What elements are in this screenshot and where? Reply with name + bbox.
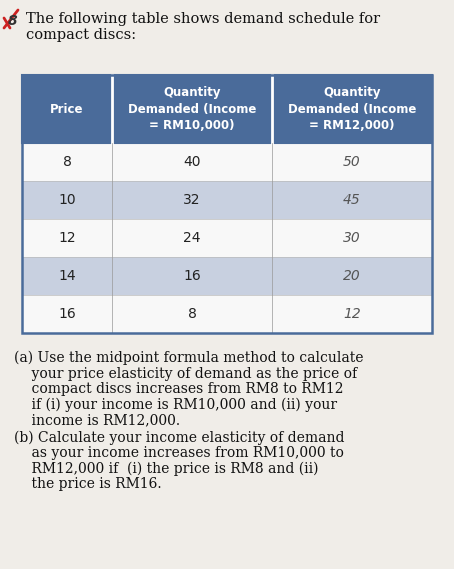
Text: 30: 30 bbox=[343, 231, 361, 245]
Text: income is RM12,000.: income is RM12,000. bbox=[14, 413, 180, 427]
Bar bbox=[22, 295, 432, 333]
Text: 16: 16 bbox=[183, 269, 201, 283]
Bar bbox=[22, 75, 432, 333]
Text: 14: 14 bbox=[58, 269, 76, 283]
Text: 45: 45 bbox=[343, 193, 361, 207]
Text: 8: 8 bbox=[63, 155, 72, 169]
Text: your price elasticity of demand as the price of: your price elasticity of demand as the p… bbox=[14, 366, 357, 381]
Text: compact discs:: compact discs: bbox=[26, 28, 136, 42]
Text: compact discs increases from RM8 to RM12: compact discs increases from RM8 to RM12 bbox=[14, 382, 344, 396]
Text: if (i) your income is RM10,000 and (ii) your: if (i) your income is RM10,000 and (ii) … bbox=[14, 398, 337, 412]
Text: The following table shows demand schedule for: The following table shows demand schedul… bbox=[26, 12, 380, 26]
Bar bbox=[22, 181, 432, 219]
Text: 10: 10 bbox=[58, 193, 76, 207]
Bar bbox=[22, 219, 432, 257]
Text: 40: 40 bbox=[183, 155, 201, 169]
Text: 32: 32 bbox=[183, 193, 201, 207]
Text: 12: 12 bbox=[343, 307, 361, 321]
Text: the price is RM16.: the price is RM16. bbox=[14, 477, 162, 491]
Text: Quantity
Demanded (Income
= RM12,000): Quantity Demanded (Income = RM12,000) bbox=[288, 86, 416, 132]
Text: RM12,000 if  (i) the price is RM8 and (ii): RM12,000 if (i) the price is RM8 and (ii… bbox=[14, 461, 319, 476]
Text: (b) Calculate your income elasticity of demand: (b) Calculate your income elasticity of … bbox=[14, 431, 345, 445]
Text: 20: 20 bbox=[343, 269, 361, 283]
Text: 8: 8 bbox=[188, 307, 197, 321]
Text: Price: Price bbox=[50, 102, 84, 116]
Text: as your income increases from RM10,000 to: as your income increases from RM10,000 t… bbox=[14, 446, 344, 460]
Text: 24: 24 bbox=[183, 231, 201, 245]
Bar bbox=[22, 257, 432, 295]
Text: (a) Use the midpoint formula method to calculate: (a) Use the midpoint formula method to c… bbox=[14, 351, 364, 365]
Text: 12: 12 bbox=[58, 231, 76, 245]
Text: 8: 8 bbox=[8, 14, 18, 28]
Text: 16: 16 bbox=[58, 307, 76, 321]
Bar bbox=[22, 143, 432, 181]
Text: 50: 50 bbox=[343, 155, 361, 169]
Text: Quantity
Demanded (Income
= RM10,000): Quantity Demanded (Income = RM10,000) bbox=[128, 86, 257, 132]
Bar bbox=[22, 75, 432, 143]
